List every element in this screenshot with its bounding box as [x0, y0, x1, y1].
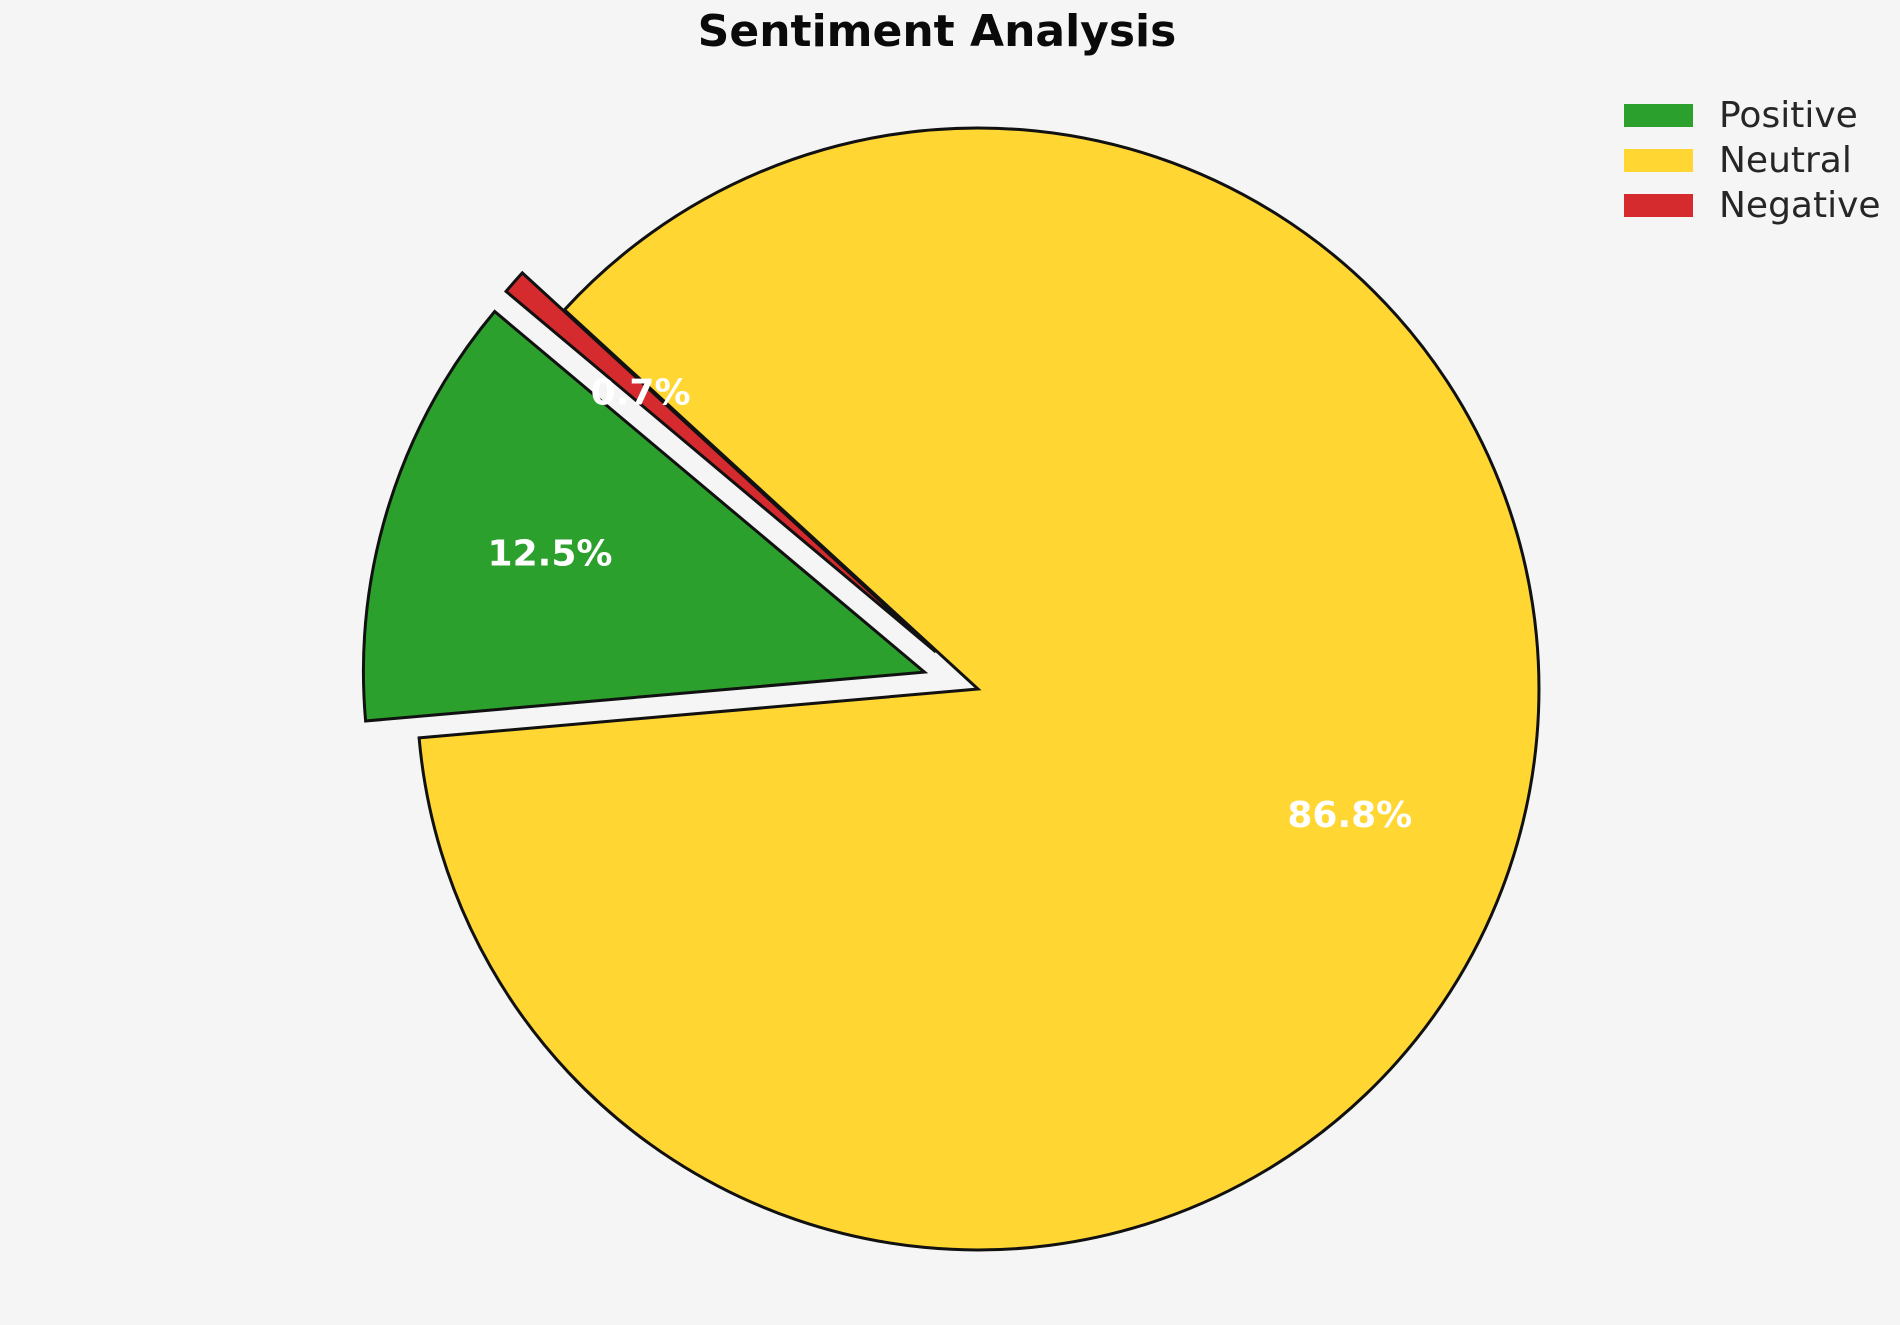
- legend-swatch-neutral: [1624, 149, 1693, 172]
- pie-slice-percent-label-positive: 12.5%: [488, 534, 613, 575]
- pie-slice-positive: [362, 309, 929, 723]
- legend-label-negative: Negative: [1719, 184, 1881, 226]
- pie-slice-percent-label-negative: 0.7%: [591, 373, 691, 414]
- pie-slice-negative: [503, 270, 937, 654]
- legend-item-negative: Negative: [1624, 187, 1881, 223]
- legend-swatch-positive: [1624, 104, 1693, 127]
- legend-item-neutral: Neutral: [1624, 142, 1881, 178]
- pie-slice-percent-label-neutral: 86.8%: [1287, 795, 1412, 836]
- chart-title: Sentiment Analysis: [697, 6, 1177, 57]
- legend-label-neutral: Neutral: [1719, 139, 1852, 181]
- pie-slice-neutral: [417, 126, 1541, 1252]
- legend-swatch-negative: [1624, 194, 1693, 217]
- legend-item-positive: Positive: [1624, 97, 1881, 133]
- legend-label-positive: Positive: [1719, 94, 1858, 136]
- chart-legend: Positive Neutral Negative: [1624, 97, 1881, 239]
